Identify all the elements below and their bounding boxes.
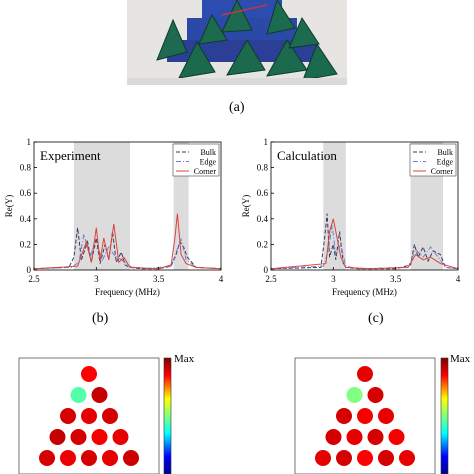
heatmap-disc xyxy=(325,429,342,445)
heatmap-disc xyxy=(378,408,394,424)
legend-entry: Corner xyxy=(431,167,454,176)
heatmap-disc xyxy=(367,387,384,403)
heatmap-disc xyxy=(102,450,118,466)
x-tick-label: 3.5 xyxy=(153,274,165,284)
plot-frame xyxy=(33,141,222,271)
heatmap-disc xyxy=(357,408,373,424)
heatmap-disc xyxy=(336,450,352,466)
heatmap-disc xyxy=(81,408,97,424)
y-tick-label: 0.8 xyxy=(257,163,269,173)
heatmap-disc xyxy=(81,450,97,466)
heatmap-disc xyxy=(112,429,129,445)
y-tick-label: 0.4 xyxy=(257,214,269,224)
legend-entry: Bulk xyxy=(200,148,216,157)
heatmap-disc xyxy=(378,450,394,466)
y-tick-label: 1 xyxy=(27,137,32,147)
heatmap-disc xyxy=(70,387,87,403)
legend-entry: Edge xyxy=(437,158,454,167)
heatmap-frame-left xyxy=(18,357,160,474)
caption-b: (b) xyxy=(92,311,109,326)
heatmap-disc xyxy=(357,450,373,466)
heatmap-disc xyxy=(388,429,405,445)
series-line-edge xyxy=(270,225,459,270)
plot-frame xyxy=(270,141,459,271)
x-tick-label: 4 xyxy=(219,274,224,284)
y-tick-label: 0 xyxy=(264,265,269,275)
heatmap-disc xyxy=(367,429,384,445)
colorbar-left xyxy=(163,357,172,474)
chart-title: Experiment xyxy=(40,148,101,163)
heatmap-disc xyxy=(60,408,76,424)
legend-entry: Corner xyxy=(194,167,217,176)
y-axis-label: Re(Y) xyxy=(4,195,14,218)
series-line-edge xyxy=(33,234,222,270)
heatmap-disc xyxy=(49,429,66,445)
x-axis-label: Frequency (MHz) xyxy=(332,287,397,297)
legend-entry: Edge xyxy=(200,158,217,167)
heatmap-disc xyxy=(123,450,139,466)
colorbar-max-label-left: Max xyxy=(174,353,195,365)
chart-title: Calculation xyxy=(277,148,337,163)
heatmap-panels: Max Max xyxy=(18,353,471,474)
x-axis-label: Frequency (MHz) xyxy=(95,287,160,297)
chart-experiment: 2.5 3 3.5 4 0 0.2 0.4 0.6 0.8 1 Frequency (MHz) Re(… xyxy=(4,137,224,297)
x-tick-label: 4 xyxy=(456,274,461,284)
heatmap-frame-right xyxy=(294,357,436,474)
x-tick-label: 2.5 xyxy=(265,274,277,284)
heatmap-disc xyxy=(357,366,373,382)
caption-a: (a) xyxy=(229,100,245,115)
series-line-corner xyxy=(33,213,222,270)
heatmap-disc xyxy=(315,450,331,466)
y-tick-label: 0.6 xyxy=(257,188,269,198)
chart-calculation: 2.5 3 3.5 4 0 0.2 0.4 0.6 0.8 1 Frequency (MHz) Re(… xyxy=(241,137,461,297)
heatmap-disc xyxy=(91,429,108,445)
y-tick-label: 0.8 xyxy=(20,163,32,173)
heatmap-disc xyxy=(91,387,108,403)
y-tick-label: 0.4 xyxy=(20,214,32,224)
heatmap-disc xyxy=(346,429,363,445)
x-tick-label: 3 xyxy=(94,274,99,284)
caption-c: (c) xyxy=(368,311,384,326)
device-photo xyxy=(127,0,347,85)
x-tick-label: 3 xyxy=(331,274,336,284)
x-tick-label: 2.5 xyxy=(28,274,40,284)
y-tick-label: 1 xyxy=(264,137,269,147)
y-tick-label: 0 xyxy=(27,265,32,275)
y-axis-label: Re(Y) xyxy=(241,195,251,218)
y-tick-label: 0.2 xyxy=(257,239,268,249)
device-photo-drawing xyxy=(127,0,347,85)
heatmap-disc xyxy=(346,387,363,403)
heatmap-disc xyxy=(39,450,55,466)
heatmap-disc xyxy=(102,408,118,424)
heatmap-disc xyxy=(81,366,97,382)
x-tick-label: 3.5 xyxy=(390,274,402,284)
heatmap-disc xyxy=(399,450,415,466)
heatmap-disc xyxy=(60,450,76,466)
y-tick-label: 0.6 xyxy=(20,188,32,198)
series-line-corner xyxy=(270,218,459,270)
colorbar-right xyxy=(440,357,449,474)
legend-entry: Bulk xyxy=(437,148,453,157)
colorbar-max-label-right: Max xyxy=(450,353,471,365)
y-tick-label: 0.2 xyxy=(20,239,31,249)
heatmap-disc xyxy=(70,429,87,445)
heatmap-disc xyxy=(336,408,352,424)
